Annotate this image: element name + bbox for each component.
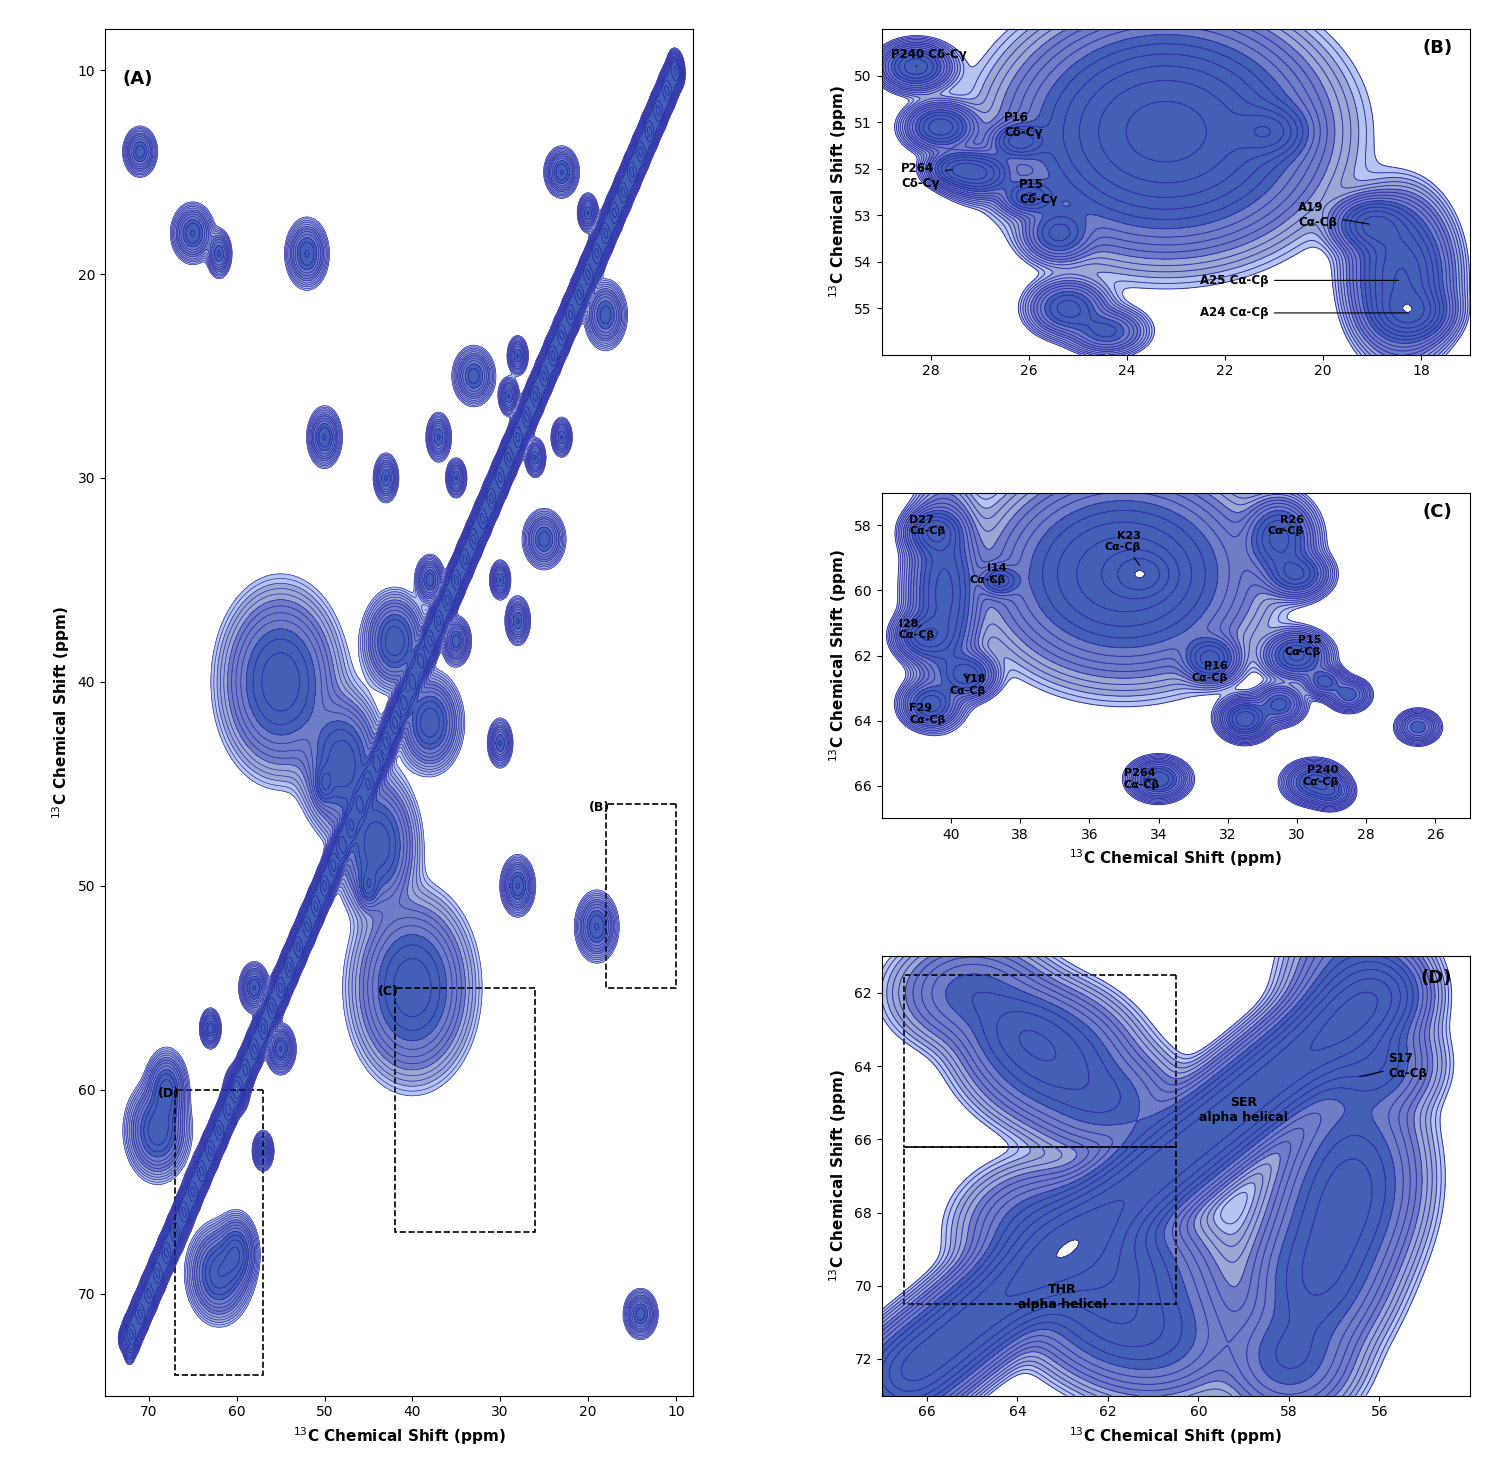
Bar	[394, 987, 536, 1232]
Text: (C): (C)	[378, 984, 399, 997]
X-axis label: $^{13}$C Chemical Shift (ppm): $^{13}$C Chemical Shift (ppm)	[292, 1425, 506, 1447]
Text: A25 Cα-Cβ: A25 Cα-Cβ	[1200, 273, 1398, 286]
Text: (A): (A)	[123, 71, 153, 88]
Text: P16
Cδ-Cγ: P16 Cδ-Cγ	[1004, 110, 1042, 138]
Text: (C): (C)	[1422, 502, 1452, 520]
Text: P264
Cα-Cβ: P264 Cα-Cβ	[1124, 768, 1161, 790]
Text: I28
Cα-Cβ: I28 Cα-Cβ	[898, 618, 936, 640]
Text: P240
Cα-Cβ: P240 Cα-Cβ	[1302, 765, 1338, 787]
Text: (D): (D)	[158, 1087, 180, 1100]
Text: S17
Cα-Cβ: S17 Cα-Cβ	[1359, 1052, 1428, 1080]
Text: P15
Cδ-Cγ: P15 Cδ-Cγ	[1019, 178, 1058, 206]
Text: THR
alpha helical: THR alpha helical	[1019, 1282, 1107, 1310]
Text: A19
Cα-Cβ: A19 Cα-Cβ	[1299, 201, 1370, 229]
Text: I14
Cα-Cβ: I14 Cα-Cβ	[970, 564, 1006, 585]
Bar	[606, 804, 676, 987]
Y-axis label: $^{13}$C Chemical Shift (ppm): $^{13}$C Chemical Shift (ppm)	[51, 607, 72, 818]
Text: P16
Cα-Cβ: P16 Cα-Cβ	[1191, 661, 1227, 683]
Y-axis label: $^{13}$C Chemical Shift (ppm): $^{13}$C Chemical Shift (ppm)	[827, 1069, 849, 1282]
Y-axis label: $^{13}$C Chemical Shift (ppm): $^{13}$C Chemical Shift (ppm)	[827, 85, 849, 298]
Text: P240 Cδ-Cγ: P240 Cδ-Cγ	[891, 48, 968, 66]
Text: SER
alpha helical: SER alpha helical	[1200, 1096, 1288, 1124]
Text: (B): (B)	[588, 802, 610, 814]
X-axis label: $^{13}$C Chemical Shift (ppm): $^{13}$C Chemical Shift (ppm)	[1070, 1425, 1282, 1447]
Text: Y18
Cα-Cβ: Y18 Cα-Cβ	[950, 674, 986, 696]
Text: (D): (D)	[1420, 970, 1452, 987]
Text: R26
Cα-Cβ: R26 Cα-Cβ	[1268, 514, 1304, 536]
Text: D27
Cα-Cβ: D27 Cα-Cβ	[909, 514, 945, 536]
Text: A24 Cα-Cβ: A24 Cα-Cβ	[1200, 307, 1408, 319]
Text: F29
Cα-Cβ: F29 Cα-Cβ	[909, 704, 945, 724]
X-axis label: $^{13}$C Chemical Shift (ppm): $^{13}$C Chemical Shift (ppm)	[1070, 848, 1282, 870]
Text: (B): (B)	[1422, 40, 1452, 57]
Text: K23
Cα-Cβ: K23 Cα-Cβ	[1106, 530, 1142, 566]
Y-axis label: $^{13}$C Chemical Shift (ppm): $^{13}$C Chemical Shift (ppm)	[827, 549, 849, 762]
Text: P264
Cδ-Cγ: P264 Cδ-Cγ	[902, 162, 952, 190]
Bar	[904, 1147, 1176, 1304]
Bar	[904, 974, 1176, 1147]
Bar	[176, 1090, 262, 1375]
Text: P15
Cα-Cβ: P15 Cα-Cβ	[1286, 635, 1322, 657]
